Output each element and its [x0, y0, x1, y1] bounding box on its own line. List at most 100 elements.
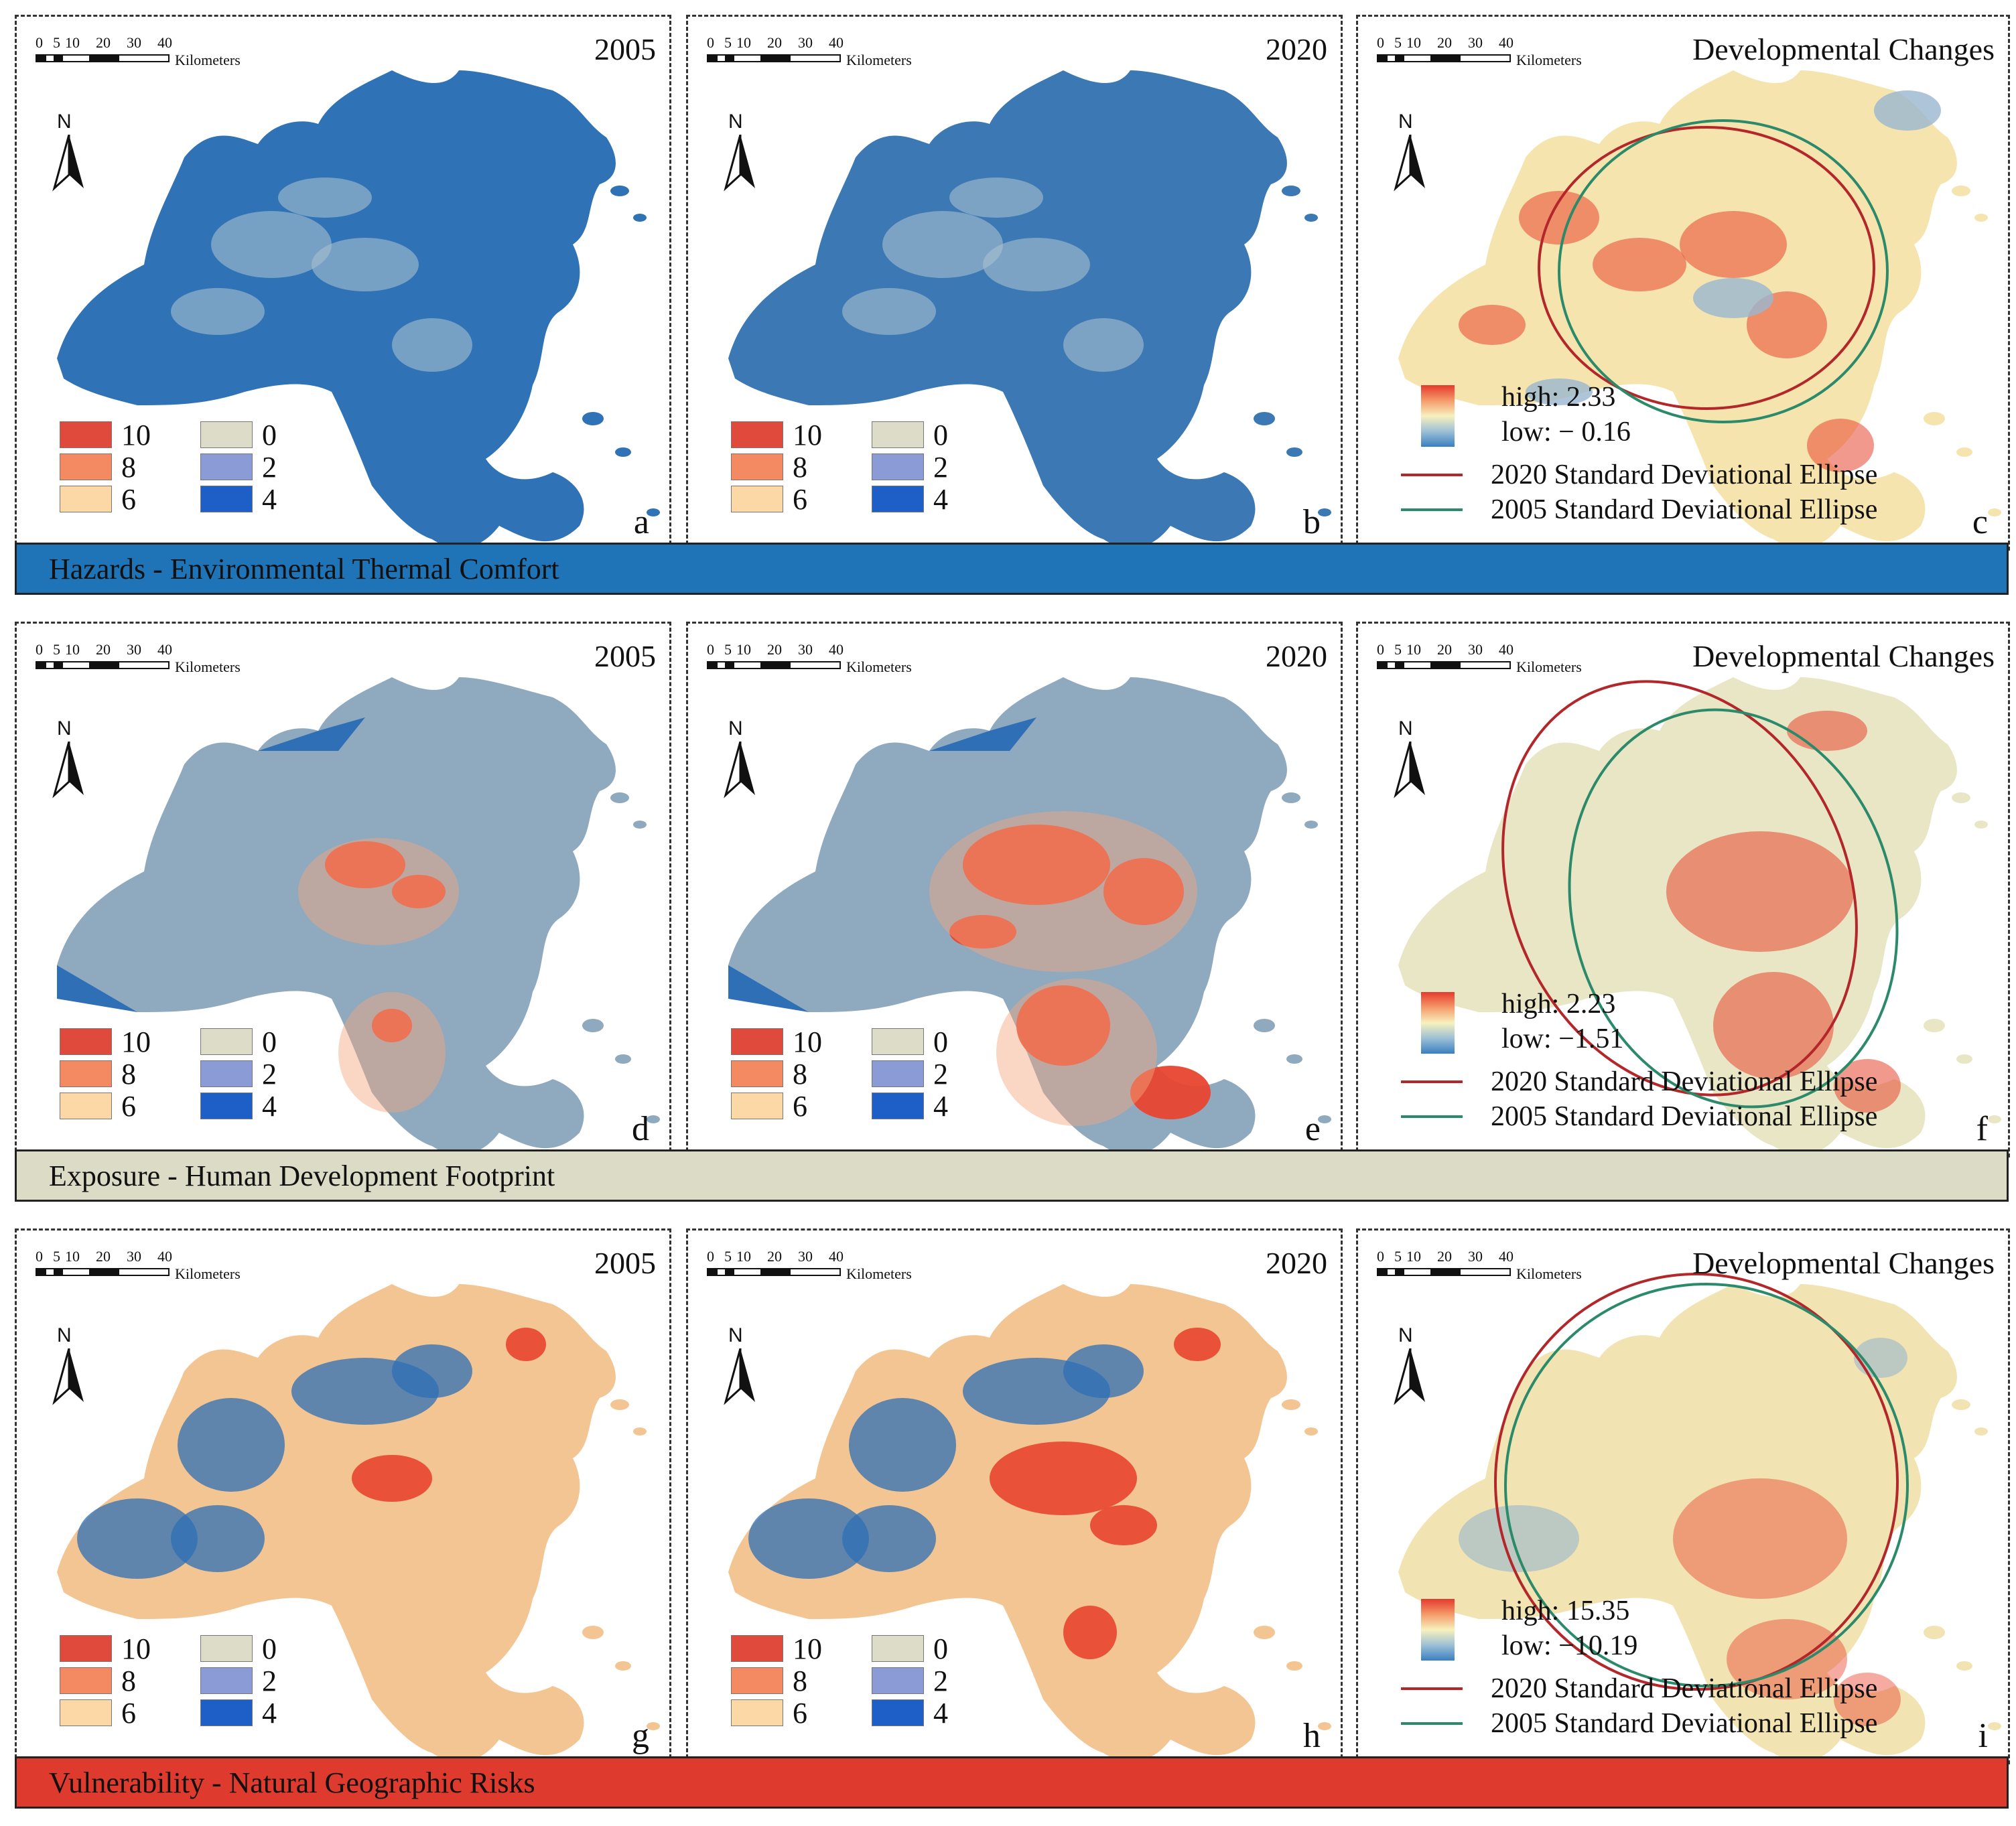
- raster-patch: [1673, 1478, 1847, 1599]
- raster-patch: [728, 965, 809, 1012]
- island-shape: [610, 186, 629, 196]
- scale-bar-graphic: [707, 54, 841, 62]
- legend-high: high: 2.23: [1501, 989, 1616, 1020]
- raster-patch: [392, 1344, 472, 1398]
- scale-bar: 0 5 10 20 30 40 Kilometers: [36, 641, 241, 675]
- scale-unit: Kilometers: [846, 52, 912, 68]
- legend-label: 2: [262, 450, 277, 484]
- legend-swatch: [200, 1667, 253, 1694]
- raster-patch: [392, 875, 446, 908]
- ellipse-line-icon: [1401, 1722, 1463, 1725]
- raster-patch: [1713, 972, 1834, 1079]
- scale-tick: 40: [1499, 34, 1514, 51]
- raster-patch: [1519, 191, 1599, 244]
- legend-item: 8: [731, 1058, 807, 1091]
- category-legend: 10 8 6 0 2 4: [731, 1026, 1026, 1141]
- legend-label: 10: [793, 418, 822, 451]
- scale-tick: 30: [1468, 641, 1483, 658]
- raster-patch: [325, 841, 405, 888]
- map-area: [57, 1284, 660, 1762]
- legend-label: 2: [262, 1057, 277, 1091]
- raster-patch: [983, 238, 1090, 291]
- legend-item: 0: [872, 1026, 948, 1058]
- raster-patch: [338, 992, 446, 1113]
- legend-swatch: [872, 486, 924, 512]
- legend-item: 0: [200, 419, 277, 451]
- map-area: [1398, 677, 2001, 1155]
- band-label: Hazards - Environmental Thermal Comfort: [49, 552, 559, 585]
- legend-label: 4: [262, 1696, 277, 1730]
- scale-tick: 5: [724, 1248, 732, 1265]
- panel-letter: d: [632, 1110, 649, 1148]
- ellipse-label: 2020 Standard Deviational Ellipse: [1491, 460, 1878, 490]
- island-shape: [582, 1019, 604, 1032]
- island-shape: [1988, 508, 2001, 516]
- legend-item: 10: [60, 1026, 151, 1058]
- change-legend: high: 2.33 low: − 0.16 2020 Standard Devia…: [1401, 382, 2004, 533]
- scale-tick: 40: [829, 641, 844, 658]
- legend-label: 8: [793, 450, 807, 484]
- raster-patch: [929, 811, 1197, 972]
- scale-tick: 20: [767, 34, 782, 51]
- scale-tick: 5: [724, 641, 732, 658]
- map-texture: [1459, 1338, 1907, 1726]
- scale-bar-graphic: [36, 661, 170, 669]
- scale-tick: 0: [1377, 641, 1384, 658]
- island-shape: [1974, 1427, 1988, 1435]
- legend-label: 0: [262, 1025, 277, 1058]
- legend-swatch: [60, 1093, 112, 1119]
- scale-bar-graphic: [1377, 54, 1511, 62]
- panel-e: 0 5 10 20 30 40 Kilometers N 2020 e 10 8 6 0 2 4: [686, 622, 1343, 1157]
- map-area: [1398, 70, 2001, 549]
- raster-patch: [842, 1505, 936, 1572]
- scale-tick: 5: [53, 1248, 60, 1265]
- ellipse-label: 2005 Standard Deviational Ellipse: [1491, 1101, 1878, 1132]
- raster-patch: [842, 288, 936, 335]
- raster-patch: [1130, 1066, 1211, 1119]
- ellipse-legend-2020: 2020 Standard Deviational Ellipse: [1401, 1673, 1877, 1705]
- legend-item: 8: [60, 1058, 136, 1091]
- legend-swatch: [872, 1699, 924, 1726]
- legend-item: 2: [200, 1057, 277, 1091]
- category-legend: 10 8 6 0 2 4: [60, 1632, 354, 1748]
- legend-item: 8: [731, 1665, 807, 1697]
- island-shape: [1952, 792, 1970, 803]
- scale-tick: 20: [1437, 1248, 1452, 1265]
- raster-patch: [1680, 211, 1787, 278]
- raster-patch: [1063, 1344, 1144, 1398]
- scale-tick: 30: [1468, 34, 1483, 51]
- raster-patch: [990, 1442, 1137, 1515]
- map-area: [728, 1284, 1331, 1762]
- island-shape: [582, 412, 604, 425]
- north-arrow-icon: N: [720, 717, 760, 798]
- legend-item: 8: [731, 450, 807, 484]
- gradient-swatch: [1421, 992, 1455, 1054]
- north-arrow-icon: N: [720, 111, 760, 192]
- ellipse-legend-2005: 2005 Standard Deviational Ellipse: [1401, 1707, 1877, 1740]
- scale-bar: 0 5 10 20 30 40 Kilometers: [1377, 34, 1582, 68]
- panel-letter: c: [1972, 503, 1988, 541]
- legend-label: 0: [262, 1632, 277, 1665]
- scale-tick: 30: [127, 34, 141, 51]
- region-shape: [728, 1284, 1287, 1762]
- island-shape: [615, 1661, 631, 1671]
- panel-f: 0 5 10 20 30 40 Kilometers N Developmental Chang…: [1356, 622, 2010, 1157]
- panel-a: 0 5 10 20 30 40 Kilometers N 2005 a 10 8 6 0 2 4: [15, 15, 671, 551]
- island-shape: [1318, 1115, 1331, 1123]
- legend-swatch: [731, 1635, 783, 1662]
- raster-patch: [1016, 985, 1110, 1066]
- ellipse-label: 2020 Standard Deviational Ellipse: [1491, 1673, 1878, 1704]
- legend-label: 4: [262, 482, 277, 516]
- legend-item: 4: [200, 1090, 277, 1123]
- legend-swatch: [731, 1093, 783, 1119]
- raster-patch: [996, 979, 1157, 1126]
- legend-swatch: [731, 1028, 783, 1055]
- scale-bar: 0 5 10 20 30 40 Kilometers: [36, 34, 241, 68]
- legend-item: 6: [60, 483, 136, 516]
- panel-letter: b: [1303, 503, 1321, 541]
- island-shape: [633, 214, 647, 222]
- scale-tick: 40: [157, 641, 172, 658]
- legend-swatch: [60, 453, 112, 480]
- scale-tick: 20: [1437, 34, 1452, 51]
- ellipse-legend-2005: 2005 Standard Deviational Ellipse: [1401, 1101, 1877, 1133]
